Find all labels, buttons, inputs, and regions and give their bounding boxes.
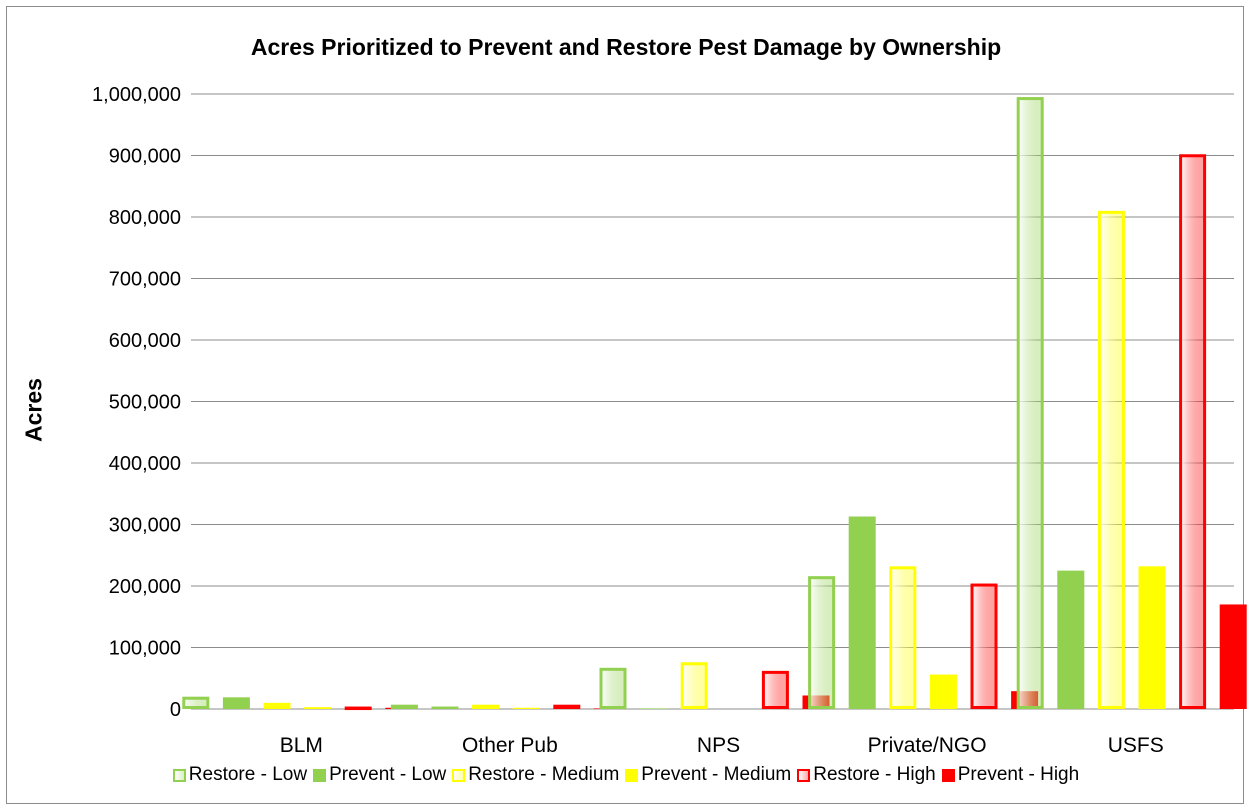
legend-item: Restore - Low (172, 764, 308, 786)
bar-restore-high-usfs (1179, 154, 1207, 709)
y-tick-label: 1,000,000 (92, 84, 181, 106)
legend-label: Restore - Low (188, 764, 308, 785)
bar-restore-low-usfs (1016, 97, 1044, 709)
bar-prevent-low-blm (222, 697, 250, 709)
y-tick-label: 700,000 (109, 269, 181, 291)
bar-restore-medium-blm (263, 702, 291, 709)
x-category-label: Other Pub (462, 734, 558, 757)
y-tick-label: 100,000 (109, 638, 181, 660)
bar-prevent-medium-other-pub (512, 707, 540, 709)
bar-restore-medium-private-ngo (889, 566, 917, 709)
y-tick-label: 200,000 (109, 576, 181, 598)
y-tick-label: 600,000 (109, 330, 181, 352)
bar-prevent-medium-usfs (1138, 566, 1166, 709)
legend-swatch (452, 768, 466, 782)
bar-restore-low-private-ngo (808, 576, 836, 709)
bar-restore-high-blm (344, 706, 372, 711)
legend-item: Prevent - Low (313, 764, 446, 786)
legend-label: Prevent - High (957, 764, 1080, 785)
y-tick-label: 800,000 (109, 207, 181, 229)
bar-restore-high-other-pub (553, 704, 581, 710)
bar-prevent-medium-private-ngo (929, 674, 957, 709)
x-category-label: BLM (280, 734, 323, 757)
legend-item: Restore - High (797, 764, 936, 786)
legend-swatch (172, 768, 186, 782)
bar-prevent-low-private-ngo (848, 516, 876, 709)
bar-restore-medium-nps (680, 662, 708, 710)
legend: Restore - Low Prevent - Low Restore - Medi… (0, 764, 1252, 786)
bar-prevent-low-nps (640, 708, 668, 709)
y-tick-label: 300,000 (109, 515, 181, 537)
x-category-label: USFS (1108, 734, 1164, 757)
y-tick-label: 500,000 (109, 392, 181, 414)
legend-item: Prevent - High (941, 764, 1080, 786)
legend-label: Restore - High (813, 764, 936, 785)
chart-title: Acres Prioritized to Prevent and Restore… (250, 34, 1002, 60)
x-category-label: Private/NGO (868, 734, 987, 757)
bar-restore-medium-other-pub (472, 704, 500, 710)
x-category-label: NPS (697, 734, 740, 757)
legend-swatch (313, 768, 327, 782)
y-tick-label: 0 (170, 699, 181, 721)
legend-swatch (941, 768, 955, 782)
bar-restore-medium-usfs (1097, 210, 1125, 709)
bar-restore-low-nps (599, 667, 627, 709)
y-tick-label: 900,000 (109, 146, 181, 168)
legend-swatch (797, 768, 811, 782)
legend-item: Restore - Medium (452, 764, 619, 786)
bar-prevent-high-usfs (1219, 604, 1247, 709)
bar-restore-high-nps (761, 670, 789, 709)
bar-prevent-medium-blm (304, 707, 332, 709)
legend-swatch (625, 768, 639, 782)
legend-label: Restore - Medium (468, 764, 620, 785)
bar-prevent-low-other-pub (431, 706, 459, 709)
y-tick-label: 400,000 (109, 453, 181, 475)
bar-restore-low-blm (182, 696, 210, 710)
bar-restore-high-private-ngo (970, 583, 998, 709)
bar-restore-low-other-pub (390, 704, 418, 710)
bar-prevent-low-usfs (1057, 570, 1085, 709)
legend-label: Prevent - Medium (641, 764, 792, 785)
legend-label: Prevent - Low (329, 764, 447, 785)
legend-item: Prevent - Medium (625, 764, 791, 786)
